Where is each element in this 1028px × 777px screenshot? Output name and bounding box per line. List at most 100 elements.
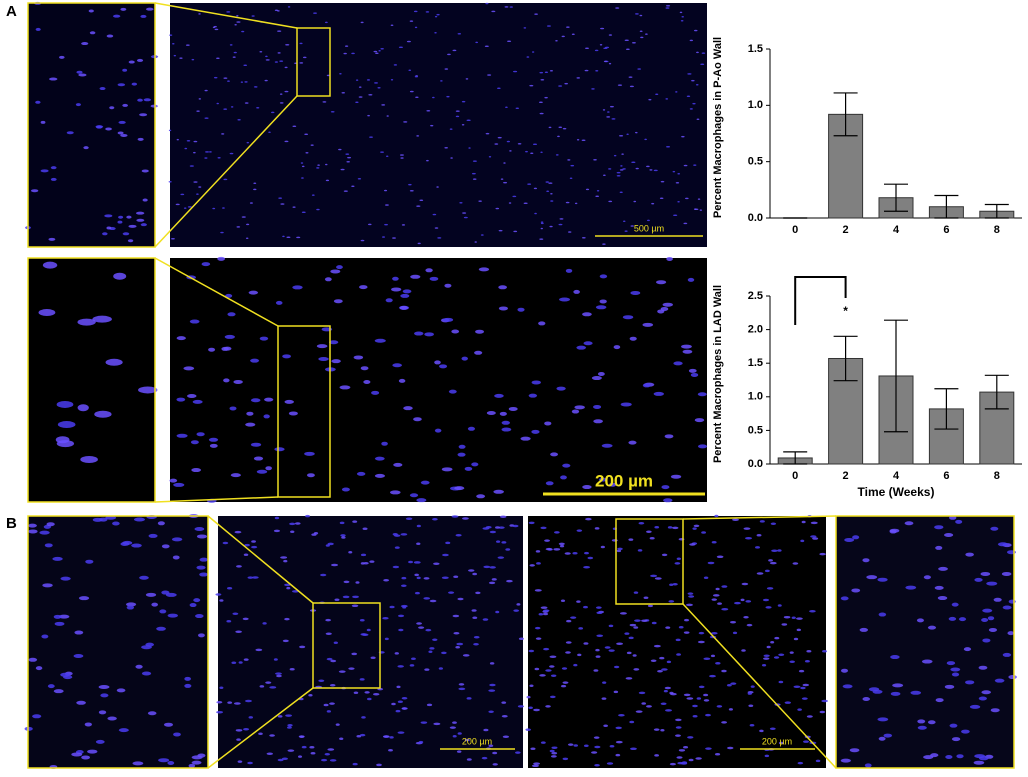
nucleus	[171, 237, 175, 240]
nucleus	[583, 642, 589, 645]
nucleus	[675, 182, 680, 184]
nucleus	[274, 516, 280, 520]
nucleus	[198, 13, 201, 15]
nucleus	[105, 515, 117, 520]
nucleus	[993, 597, 1002, 602]
nucleus	[444, 283, 452, 288]
nucleus	[656, 280, 667, 285]
nucleus	[707, 561, 715, 565]
nucleus	[87, 749, 98, 754]
nucleus	[482, 527, 490, 530]
nucleus	[310, 144, 314, 146]
nucleus	[439, 364, 448, 369]
nucleus	[558, 126, 563, 129]
nucleus	[973, 760, 985, 765]
nucleus	[405, 517, 413, 521]
nucleus	[509, 150, 512, 152]
nucleus	[329, 684, 336, 687]
nucleus	[624, 632, 630, 635]
nucleus	[650, 574, 658, 578]
nucleus	[208, 437, 219, 442]
nucleus	[663, 689, 668, 693]
nucleus	[562, 463, 571, 468]
nucleus	[688, 368, 697, 373]
nucleus	[539, 71, 544, 74]
nucleus	[118, 728, 129, 733]
nucleus	[689, 39, 693, 42]
nucleus	[333, 641, 338, 644]
nucleus	[603, 724, 608, 728]
nucleus	[161, 544, 170, 549]
nucleus	[236, 14, 239, 17]
nucleus	[483, 565, 491, 569]
nucleus	[566, 619, 572, 623]
nucleus	[458, 444, 466, 449]
y-tick-label: 1.0	[748, 99, 763, 111]
nucleus	[622, 315, 634, 320]
nucleus	[792, 562, 799, 565]
nucleus	[406, 40, 411, 43]
nucleus	[398, 378, 406, 383]
nucleus	[784, 701, 791, 704]
nucleus	[347, 156, 352, 159]
nucleus	[377, 86, 381, 89]
nucleus	[339, 72, 342, 75]
scale-label: 200 µm	[595, 471, 653, 490]
nucleus	[697, 640, 705, 644]
nucleus	[616, 174, 621, 177]
inset-frame	[835, 515, 1015, 769]
nucleus	[654, 754, 660, 757]
nucleus	[409, 90, 414, 93]
nucleus	[849, 748, 860, 753]
nucleus	[497, 136, 502, 139]
nucleus	[694, 29, 698, 32]
nucleus	[494, 393, 504, 398]
nucleus	[80, 456, 98, 464]
nucleus	[54, 621, 65, 626]
nucleus	[341, 536, 346, 539]
nucleus	[513, 230, 518, 233]
nucleus	[486, 410, 496, 415]
nucleus	[721, 585, 728, 588]
nucleus	[393, 462, 403, 467]
nucleus	[705, 713, 711, 717]
nucleus	[284, 399, 294, 404]
nucleus	[603, 60, 608, 63]
nucleus	[840, 758, 851, 763]
nucleus	[587, 556, 594, 560]
nucleus	[629, 720, 635, 724]
nucleus	[413, 561, 421, 564]
nucleus	[313, 532, 319, 535]
y-tick-label: 1.0	[748, 391, 763, 403]
nucleus	[821, 699, 829, 703]
nucleus	[890, 691, 901, 696]
nucleus	[236, 21, 241, 23]
panel-label: B	[6, 515, 17, 532]
nucleus	[265, 55, 268, 58]
nucleus	[471, 172, 476, 175]
nucleus	[743, 527, 751, 530]
nucleus	[602, 109, 606, 111]
nucleus	[955, 519, 963, 524]
nucleus	[308, 693, 313, 697]
nucleus	[180, 193, 185, 196]
nucleus	[531, 429, 540, 434]
nucleus	[561, 667, 568, 670]
nucleus	[28, 523, 37, 528]
nucleus	[288, 411, 298, 416]
nucleus	[417, 242, 421, 245]
nucleus	[905, 585, 917, 590]
nucleus	[696, 51, 699, 54]
nucleus	[389, 490, 401, 495]
nucleus	[475, 41, 479, 44]
nucleus	[456, 750, 462, 753]
nucleus	[226, 619, 232, 623]
nucleus	[265, 59, 270, 61]
nucleus	[544, 539, 550, 542]
nucleus	[464, 466, 473, 471]
nucleus	[642, 322, 654, 327]
nucleus	[791, 616, 796, 620]
nucleus	[639, 30, 643, 33]
nucleus	[113, 272, 127, 280]
micrograph	[218, 516, 523, 768]
